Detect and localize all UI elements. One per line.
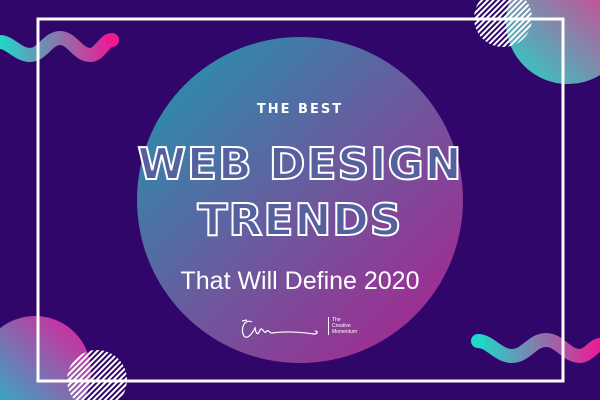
bottom-left-hatched-circle	[67, 350, 128, 400]
bottom-right-wave	[476, 332, 600, 364]
title-line-1: WEB DESIGN	[136, 139, 463, 191]
brand-line: Momentum	[332, 329, 358, 335]
brand-line: The	[332, 317, 341, 323]
top-left-wave-end	[105, 33, 119, 47]
brand-signature-logo	[241, 319, 318, 338]
title-line-2: TRENDS	[197, 195, 403, 247]
brand-name: The Creative Momentum	[328, 317, 357, 335]
center-circle	[137, 37, 463, 363]
bottom-right-wave-end	[471, 334, 485, 348]
brand-line: Creative	[332, 323, 351, 329]
white-frame	[36, 17, 565, 383]
top-left-wave	[0, 30, 114, 63]
kicker-text: THE BEST	[256, 102, 344, 117]
subtitle: That Will Define 2020	[180, 267, 420, 295]
top-right-hatched-circle	[474, 0, 532, 48]
